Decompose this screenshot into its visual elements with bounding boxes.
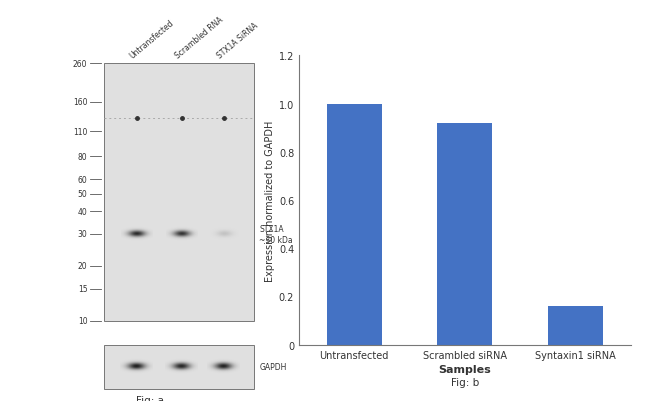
Text: 40: 40 (77, 207, 87, 216)
Text: 160: 160 (73, 98, 87, 107)
Text: Fig: b: Fig: b (450, 377, 479, 387)
Text: 15: 15 (78, 284, 87, 294)
Text: 110: 110 (73, 128, 87, 136)
Text: STX1A
~30 kDa: STX1A ~30 kDa (259, 224, 293, 244)
Text: 20: 20 (78, 262, 87, 271)
Text: Scrambled RNA: Scrambled RNA (174, 15, 225, 60)
Y-axis label: Expression normalized to GAPDH: Expression normalized to GAPDH (265, 120, 274, 281)
Text: 30: 30 (77, 230, 87, 239)
Text: 260: 260 (73, 60, 87, 69)
Bar (104, 64, 254, 321)
Text: STX1A SiRNA: STX1A SiRNA (215, 21, 260, 60)
Text: GAPDH: GAPDH (259, 363, 287, 371)
Bar (437, 124, 493, 345)
Text: 60: 60 (77, 175, 87, 184)
Text: 50: 50 (77, 190, 87, 198)
Bar (547, 306, 603, 345)
Text: Untransfected: Untransfected (128, 18, 176, 60)
Text: Fig: a: Fig: a (136, 395, 164, 401)
Bar (326, 104, 382, 345)
Text: 10: 10 (78, 316, 87, 325)
Text: 80: 80 (78, 152, 87, 162)
Bar (104, 345, 254, 389)
X-axis label: Samples: Samples (438, 364, 491, 374)
